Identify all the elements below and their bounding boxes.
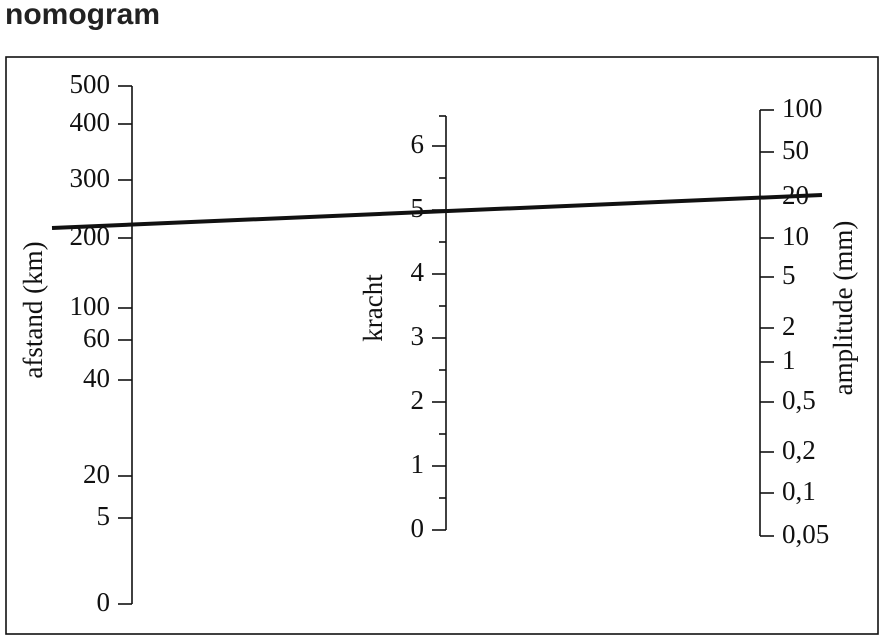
axis-label: kracht [358,274,388,342]
title: nomogram [5,0,161,31]
tick-label: 500 [70,69,111,99]
tick-label: 40 [83,363,110,393]
tick-label: 3 [411,321,425,351]
tick-label: 4 [411,257,425,287]
tick-label: 0 [97,587,111,617]
tick-label: 0,2 [782,435,816,465]
tick-label: 60 [83,323,110,353]
tick-label: 2 [782,311,796,341]
tick-label: 0,05 [782,519,829,549]
tick-label: 200 [70,221,111,251]
tick-label: 5 [411,193,425,223]
tick-label: 0,5 [782,385,816,415]
tick-label: 2 [411,385,425,415]
tick-label: 1 [782,345,796,375]
tick-label: 5 [97,501,111,531]
frame [5,56,879,635]
tick-label: 100 [70,291,111,321]
tick-label: 400 [70,107,111,137]
tick-label: 20 [782,180,809,210]
tick-label: 20 [83,459,110,489]
tick-label: 10 [782,221,809,251]
tick-label: 300 [70,163,111,193]
axis-label: afstand (km) [18,241,48,378]
tick-label: 0 [411,513,425,543]
reading-line [51,193,823,230]
tick-label: 5 [782,260,796,290]
tick-label: 50 [782,135,809,165]
tick-label: 1 [411,449,425,479]
axis-label: amplitude (mm) [828,221,858,396]
tick-label: 100 [782,93,823,123]
tick-label: 0,1 [782,476,816,506]
tick-label: 6 [411,129,425,159]
